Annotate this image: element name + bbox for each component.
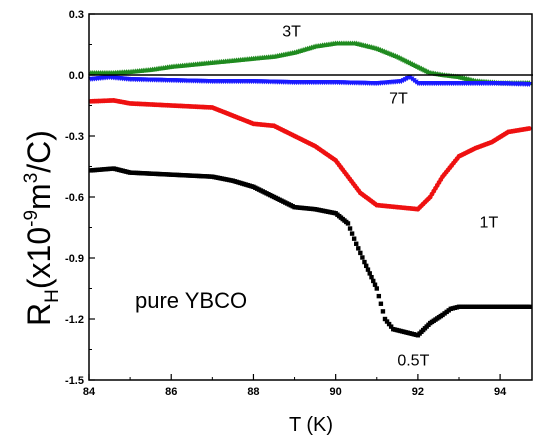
data-point	[351, 236, 357, 241]
data-point	[526, 126, 532, 131]
y-axis-label-post: /C)	[21, 130, 57, 173]
y-tick-label: -0.6	[65, 192, 84, 204]
series-labels-layer: 3T 7T 1T 0.5T	[282, 23, 498, 369]
data-point	[345, 221, 351, 226]
data-point	[372, 282, 378, 287]
x-tick-label: 84	[83, 386, 96, 398]
y-axis-label-sup2: 3	[21, 173, 42, 184]
series-0p5T	[88, 166, 532, 338]
x-tick-label: 88	[247, 386, 259, 398]
y-tick-label: -1.5	[65, 375, 84, 387]
data-point	[378, 301, 384, 306]
y-axis-label-mid: m	[21, 183, 57, 210]
series-label: 0.5T	[397, 353, 429, 370]
y-axis-label: RH(x10-9m3/C)	[21, 130, 63, 326]
data-point	[386, 321, 392, 327]
data-point	[365, 267, 371, 272]
y-tick-label: -1.2	[65, 314, 84, 326]
y-axis-label-sub: H	[42, 289, 63, 303]
data-point	[356, 246, 361, 251]
y-tick-label: -0.3	[65, 131, 84, 143]
data-point	[380, 309, 386, 314]
x-tick-label: 86	[165, 386, 177, 398]
data-point	[369, 274, 374, 280]
data-point	[388, 324, 394, 329]
x-tick-label: 92	[412, 386, 424, 398]
data-point	[360, 255, 365, 260]
series-layer	[88, 40, 533, 338]
data-point	[354, 241, 359, 246]
series-label: 1T	[480, 214, 499, 231]
x-axis-label: T (K)	[289, 414, 333, 436]
data-point	[527, 304, 532, 309]
data-point	[358, 250, 363, 256]
x-tick-label: 90	[330, 386, 342, 398]
series-label: 7T	[389, 90, 408, 107]
y-tick-label: -0.9	[65, 253, 84, 265]
data-point	[374, 286, 379, 291]
sample-annotation: pure YBCO	[135, 288, 247, 313]
data-point	[376, 293, 382, 299]
ticks-layer: 84 86 88 90 92 94 0.3 0.0 -0.3 -0.6 -0.9 -1.2 -1.5	[65, 9, 507, 398]
y-tick-label: 0.0	[69, 70, 84, 82]
data-point	[362, 259, 367, 265]
y-tick-label: 0.3	[69, 9, 84, 21]
data-point	[364, 263, 369, 269]
series-7T	[88, 75, 533, 88]
data-point	[349, 231, 355, 236]
data-point	[367, 271, 372, 276]
series-label: 3T	[282, 23, 301, 40]
x-tick-label: 94	[494, 386, 507, 398]
data-point	[384, 319, 390, 324]
y-axis-label-main: R	[21, 303, 57, 326]
data-point	[371, 278, 376, 284]
data-point	[382, 316, 388, 322]
y-axis-label-pre: (x10	[21, 227, 57, 289]
series-1T	[88, 98, 532, 212]
y-axis-label-sup1: -9	[21, 210, 42, 227]
data-point	[347, 226, 353, 231]
data-point	[526, 82, 533, 88]
